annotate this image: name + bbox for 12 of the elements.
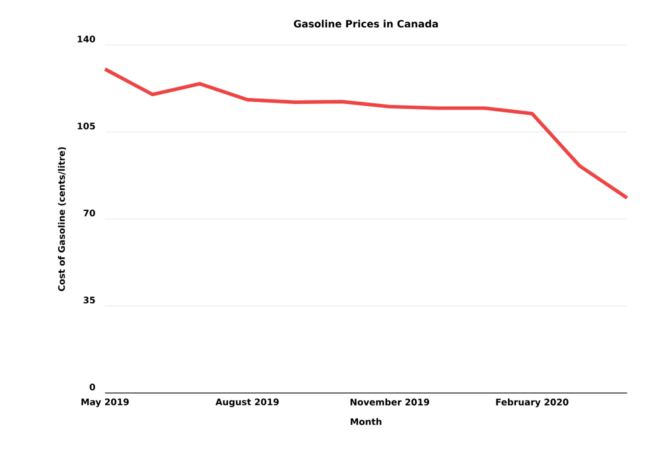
y-tick-label: 0: [90, 384, 96, 390]
x-axis-title: Month: [350, 418, 382, 426]
y-tick-label: 70: [84, 210, 96, 216]
y-axis-title: Cost of Gasoline (cents/litre): [58, 147, 66, 292]
chart-title: Gasoline Prices in Canada: [294, 20, 438, 28]
x-tick-label: February 2020: [496, 398, 568, 408]
x-tick-label: August 2019: [216, 398, 279, 408]
y-tick-label: 140: [78, 36, 96, 42]
x-tick-label: November 2019: [350, 398, 430, 406]
y-tick-label: 105: [78, 122, 95, 130]
y-tick-label: 35: [84, 296, 95, 304]
x-tick-label: May 2019: [82, 398, 129, 408]
